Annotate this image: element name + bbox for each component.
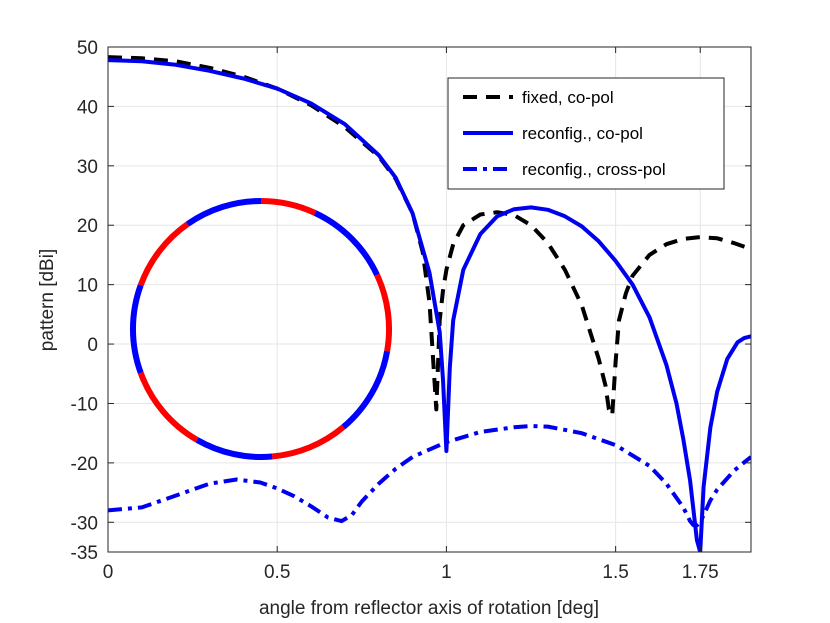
x-tick-label: 1.75 [682,562,719,583]
inset-ring-segment [129,284,144,374]
tick-labels: 0 0.5 1 1.5 1.75 50 40 30 20 10 0 -10 -20 -30 -35 [71,38,751,583]
y-tick-label: 0 [87,335,98,356]
inset-ring-segment [271,424,346,460]
y-tick-label: 40 [77,97,98,118]
y-tick-label: -20 [71,454,98,475]
inset-ring-segment [313,210,380,277]
legend-label-reconfig-cross-pol: reconfig., cross-pol [522,160,666,179]
series-reconfig-cross-pol [108,424,751,528]
y-tick-label: -35 [71,543,98,564]
legend-label-reconfig-co-pol: reconfig., co-pol [522,124,643,143]
x-tick-label: 0.5 [264,562,290,583]
inset-ring-segment [195,437,273,460]
y-tick-label: -10 [71,394,98,415]
inset-ring-segment [341,350,391,430]
inset-ring-segment [260,198,317,216]
y-tick-label: 30 [77,157,98,178]
inset-ring-segment [185,197,262,227]
y-tick-label: -30 [71,513,98,534]
series-reconfig-co-pol [108,58,751,552]
y-tick-label: 50 [77,38,98,59]
x-tick-label: 1 [441,562,452,583]
legend: fixed, co-pol reconfig., co-pol reconfig… [447,77,725,190]
inset-ring-segment [137,221,190,287]
y-axis-label: pattern [dBi] [37,249,58,351]
legend-label-fixed-co-pol: fixed, co-pol [522,88,614,107]
y-tick-label: 10 [77,276,98,297]
series-fixed-co-pol [108,55,751,418]
inset-ring-segment [374,273,392,352]
inset-ring-segment [137,371,199,443]
x-tick-label: 0 [103,562,114,583]
x-tick-label: 1.5 [602,562,628,583]
series-layer [108,55,751,552]
inset-ring [129,197,392,460]
y-tick-label: 20 [77,216,98,237]
x-axis-label: angle from reflector axis of rotation [d… [259,598,599,619]
plot-frame [107,46,752,553]
